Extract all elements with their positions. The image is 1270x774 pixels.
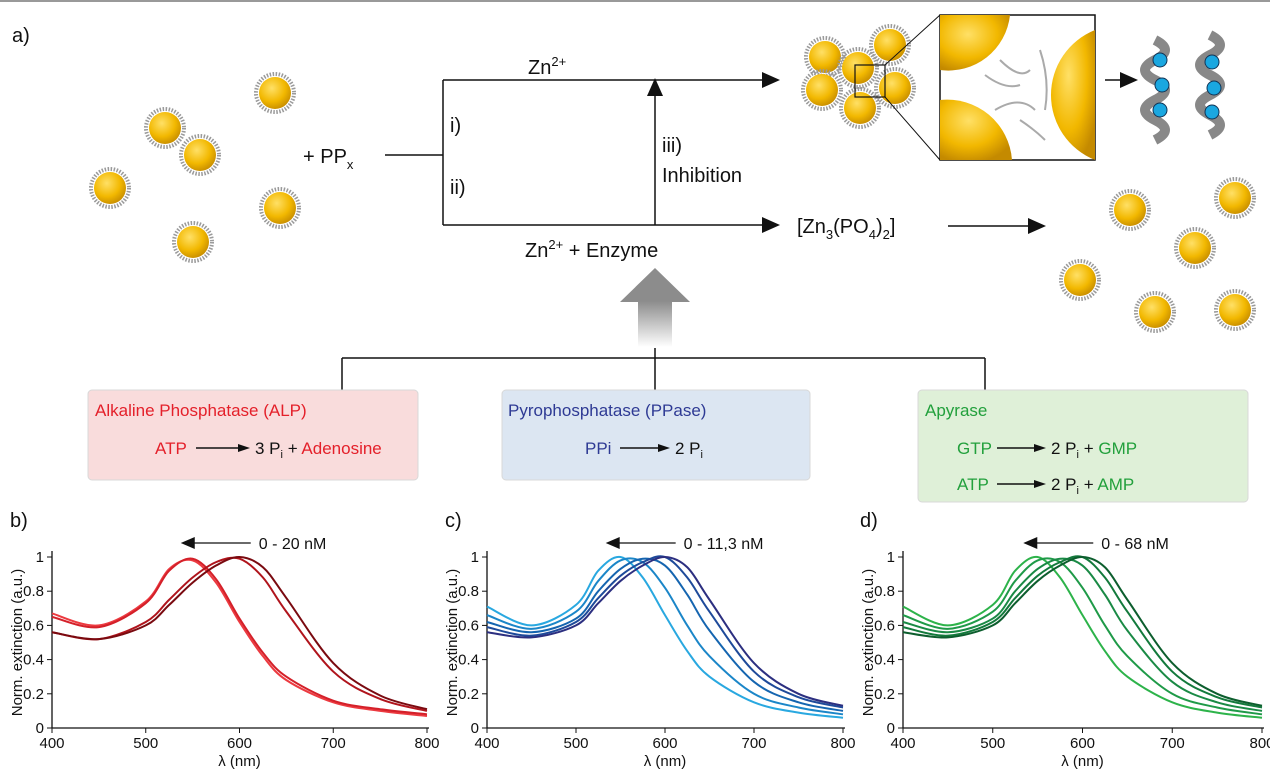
y-axis-label: Norm. extinction (a.u.): [9, 569, 26, 717]
y-tick-label: 0.6: [23, 617, 44, 634]
annotation: 0 - 11,3 nM: [684, 536, 764, 553]
enzyme-name: Pyrophosphatase (PPase): [508, 401, 706, 420]
reagent: + PPx: [303, 146, 354, 172]
top-label: Zn2+: [528, 54, 566, 79]
product: [Zn3(PO4)2]: [797, 216, 895, 242]
particles-aggregate: [803, 15, 940, 160]
annotation: 0 - 20 nM: [259, 536, 327, 553]
y-tick-label: 1: [471, 549, 479, 566]
y-tick-label: 1: [887, 549, 895, 566]
x-tick-label: 600: [652, 735, 677, 752]
x-tick-label: 400: [890, 735, 915, 752]
zoom-box: [940, 15, 1095, 160]
x-tick-label: 800: [1249, 735, 1270, 752]
particles-dispersed: [1061, 179, 1254, 331]
products: 2 Pi + AMP: [1051, 475, 1134, 497]
axes: [487, 551, 845, 728]
x-tick-label: 700: [1160, 735, 1185, 752]
substrate: ATP: [957, 475, 989, 494]
bottom-label: Zn2+ + Enzyme: [525, 237, 658, 262]
x-axis-label: λ (nm): [218, 753, 261, 770]
x-tick-label: 500: [133, 735, 158, 752]
products: 2 Pi: [675, 439, 703, 461]
y-tick-label: 0.8: [23, 583, 44, 600]
y-axis-label: Norm. extinction (a.u.): [860, 569, 877, 717]
y-tick-label: 0.8: [874, 583, 895, 600]
inhibition: iii): [662, 135, 682, 157]
scheme: a) + PPx Zn2+ i) ii) iii) Inhibition Zn2…: [12, 15, 1254, 502]
substrate: GTP: [957, 439, 992, 458]
panel-label: a): [12, 25, 30, 47]
x-tick-label: 500: [563, 735, 588, 752]
x-tick-label: 600: [1070, 735, 1095, 752]
products: 2 Pi + GMP: [1051, 439, 1137, 461]
x-axis-label: λ (nm): [1061, 753, 1104, 770]
inhibition: Inhibition: [662, 165, 742, 187]
x-tick-label: 400: [474, 735, 499, 752]
y-tick-label: 0.4: [458, 652, 479, 669]
enzyme-name: Alkaline Phosphatase (ALP): [95, 401, 307, 420]
products: 3 Pi + Adenosine: [255, 439, 382, 461]
x-tick-label: 800: [830, 735, 855, 752]
annotation-arrowhead: [181, 537, 195, 549]
annotation: 0 - 68 nM: [1101, 536, 1169, 553]
y-tick-label: 0.2: [874, 686, 895, 703]
annotation-arrowhead: [1023, 537, 1037, 549]
y-tick-label: 0.8: [458, 583, 479, 600]
figure: a) + PPx Zn2+ i) ii) iii) Inhibition Zn2…: [0, 0, 1270, 774]
y-tick-label: 0.6: [458, 617, 479, 634]
y-tick-label: 0.2: [458, 686, 479, 703]
y-tick-label: 0.2: [23, 686, 44, 703]
panel-label: b): [10, 510, 28, 532]
y-tick-label: 0.6: [874, 617, 895, 634]
y-tick-label: 0.4: [874, 652, 895, 669]
panel-label: d): [860, 510, 878, 532]
x-tick-label: 400: [39, 735, 64, 752]
particles-left: [91, 74, 299, 261]
x-tick-label: 700: [321, 735, 346, 752]
y-tick-label: 1: [36, 549, 44, 566]
spectrum-line: [52, 557, 427, 709]
substrate: PPi: [585, 439, 611, 458]
helix: [1145, 35, 1221, 140]
enzyme-arrow: [342, 268, 985, 390]
x-tick-label: 800: [414, 735, 439, 752]
panel-label: c): [445, 510, 462, 532]
branch-i: i): [450, 115, 461, 137]
y-tick-label: 0.4: [23, 652, 44, 669]
x-tick-label: 700: [741, 735, 766, 752]
x-axis-label: λ (nm): [644, 753, 687, 770]
axes: [52, 551, 429, 728]
spectrum-line: [52, 558, 427, 711]
x-tick-label: 600: [227, 735, 252, 752]
y-axis-label: Norm. extinction (a.u.): [444, 569, 461, 717]
enzyme-name: Apyrase: [925, 401, 987, 420]
substrate: ATP: [155, 439, 187, 458]
x-tick-label: 500: [980, 735, 1005, 752]
axes: [903, 551, 1264, 728]
branch-ii: ii): [450, 177, 466, 199]
annotation-arrowhead: [606, 537, 620, 549]
